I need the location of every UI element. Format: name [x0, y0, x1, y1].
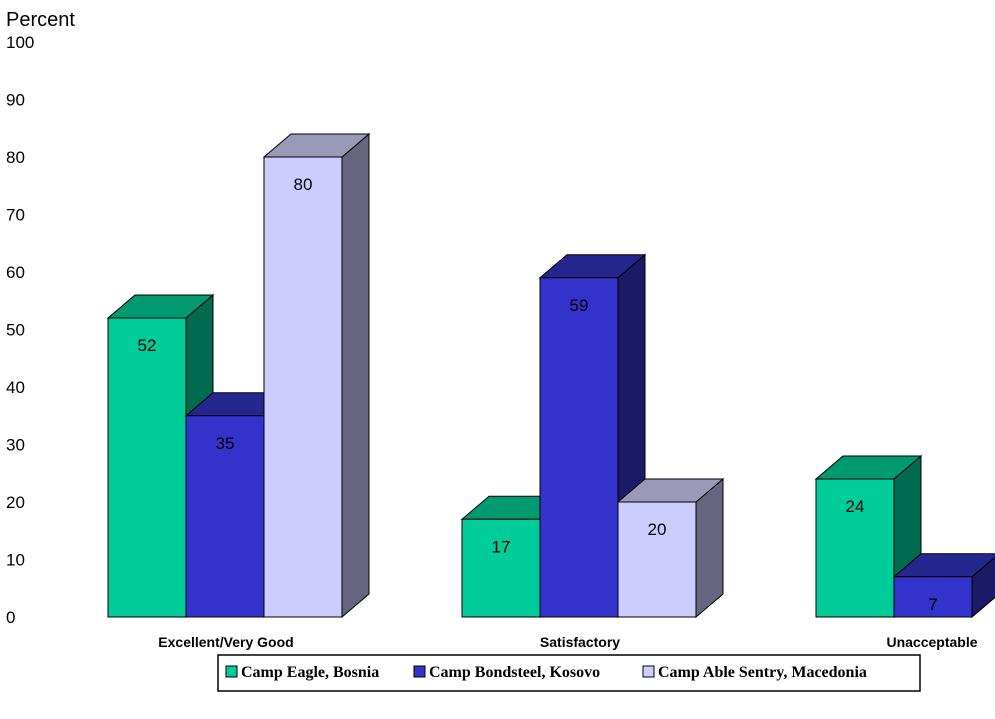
data-label: 52	[138, 336, 157, 355]
legend-swatch	[642, 665, 655, 678]
legend-item: Camp Able Sentry, Macedonia	[642, 664, 867, 681]
bar-front-face	[263, 156, 343, 618]
y-tick-label: 80	[6, 148, 25, 167]
y-tick-label: 100	[6, 33, 34, 52]
data-label: 59	[570, 296, 589, 315]
category-label: Satisfactory	[540, 634, 620, 650]
y-tick-label: 50	[6, 321, 25, 340]
y-tick-label: 60	[6, 263, 25, 282]
y-tick-label: 70	[6, 206, 25, 225]
legend-label: Camp Eagle, Bosnia	[241, 664, 379, 681]
data-label: 80	[294, 175, 313, 194]
category-label: Unacceptable	[886, 634, 977, 650]
bar: 80	[262, 132, 371, 619]
bar: 20	[616, 477, 725, 619]
bar-front-face	[185, 415, 265, 618]
y-tick-label: 0	[6, 608, 15, 627]
y-axis-title: Percent	[6, 9, 75, 31]
data-label: 35	[216, 434, 235, 453]
bar-front-face	[539, 277, 619, 618]
bar: 7	[892, 553, 995, 619]
data-label: 17	[492, 537, 511, 556]
y-tick-label: 10	[6, 551, 25, 570]
category-label: Excellent/Very Good	[158, 634, 293, 650]
y-axis-ticks: 0 10 20 30 40 50 60 70 80 90 100	[6, 33, 34, 627]
y-tick-label: 40	[6, 378, 25, 397]
legend: Camp Eagle, Bosnia Camp Bondsteel, Kosovo…	[217, 654, 921, 692]
bar-side-face	[341, 132, 370, 619]
y-tick-label: 30	[6, 436, 25, 455]
legend-swatch	[225, 665, 238, 678]
y-tick-label: 20	[6, 493, 25, 512]
legend-label: Camp Bondsteel, Kosovo	[429, 664, 600, 681]
legend-item: Camp Eagle, Bosnia	[225, 664, 379, 681]
legend-item: Camp Bondsteel, Kosovo	[413, 664, 600, 681]
y-tick-label: 90	[6, 91, 25, 110]
bar-front-face	[461, 518, 541, 618]
data-label: 24	[846, 497, 865, 516]
bar-side-face	[695, 477, 724, 619]
bar-front-face	[815, 478, 895, 618]
bars: 52 35 80 17 59 20 24 7	[106, 132, 995, 619]
legend-box	[217, 654, 921, 692]
category-labels: Excellent/Very Good Satisfactory Unaccepta…	[158, 634, 977, 650]
bar-front-face	[107, 317, 187, 618]
bar-front-face	[617, 501, 697, 618]
data-label: 20	[648, 520, 667, 539]
data-label: 7	[928, 595, 937, 614]
legend-label: Camp Able Sentry, Macedonia	[658, 664, 867, 681]
bar-front-face	[893, 576, 973, 618]
legend-swatch	[413, 665, 426, 678]
